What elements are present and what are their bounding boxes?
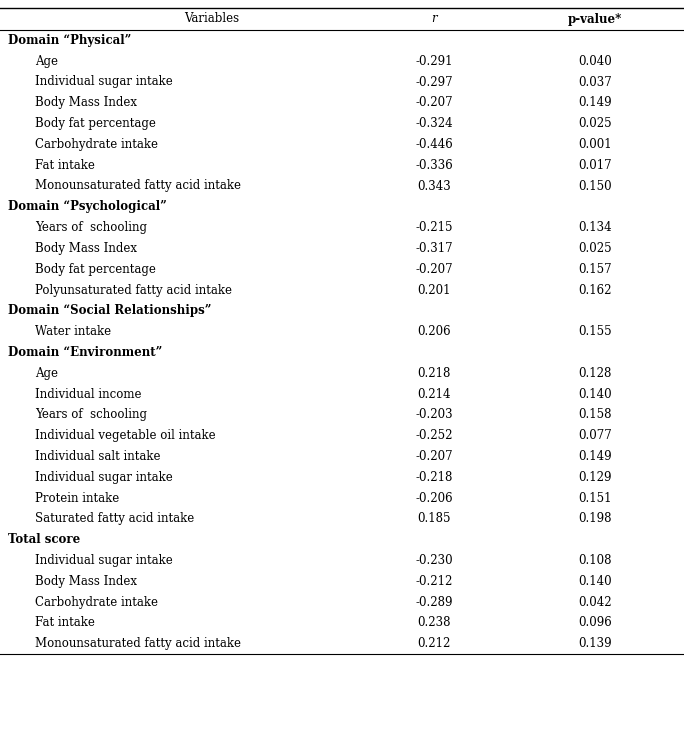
Text: Body Mass Index: Body Mass Index [35,575,137,587]
Text: Individual salt intake: Individual salt intake [35,450,161,463]
Text: 0.139: 0.139 [578,637,612,650]
Text: Monounsaturated fatty acid intake: Monounsaturated fatty acid intake [35,180,241,192]
Text: -0.317: -0.317 [415,242,453,255]
Text: 0.134: 0.134 [578,221,612,234]
Text: 0.017: 0.017 [578,158,612,172]
Text: Years of  schooling: Years of schooling [35,221,147,234]
Text: 0.128: 0.128 [579,367,611,380]
Text: Protein intake: Protein intake [35,492,119,505]
Text: 0.206: 0.206 [417,325,451,338]
Text: Years of  schooling: Years of schooling [35,408,147,422]
Text: Carbohydrate intake: Carbohydrate intake [35,138,158,151]
Text: 0.343: 0.343 [417,180,451,192]
Text: -0.252: -0.252 [416,429,453,442]
Text: Individual income: Individual income [35,388,142,400]
Text: 0.025: 0.025 [578,117,612,130]
Text: 0.077: 0.077 [578,429,612,442]
Text: 0.108: 0.108 [579,554,611,567]
Text: Individual vegetable oil intake: Individual vegetable oil intake [35,429,215,442]
Text: Saturated fatty acid intake: Saturated fatty acid intake [35,512,194,525]
Text: Monounsaturated fatty acid intake: Monounsaturated fatty acid intake [35,637,241,650]
Text: Body fat percentage: Body fat percentage [35,117,156,130]
Text: 0.149: 0.149 [578,97,612,109]
Text: -0.215: -0.215 [416,221,453,234]
Text: 0.157: 0.157 [578,262,612,276]
Text: -0.207: -0.207 [415,262,453,276]
Text: -0.207: -0.207 [415,97,453,109]
Text: Body Mass Index: Body Mass Index [35,97,137,109]
Text: 0.096: 0.096 [578,616,612,629]
Text: Body fat percentage: Body fat percentage [35,262,156,276]
Text: -0.446: -0.446 [415,138,453,151]
Text: 0.201: 0.201 [418,284,451,296]
Text: Variables: Variables [185,13,239,26]
Text: 0.140: 0.140 [578,575,612,587]
Text: Individual sugar intake: Individual sugar intake [35,554,173,567]
Text: -0.207: -0.207 [415,450,453,463]
Text: 0.214: 0.214 [418,388,451,400]
Text: Age: Age [35,55,58,68]
Text: p-value*: p-value* [568,13,622,26]
Text: 0.129: 0.129 [579,471,611,483]
Text: 0.042: 0.042 [578,595,612,609]
Text: -0.336: -0.336 [415,158,453,172]
Text: 0.001: 0.001 [578,138,612,151]
Text: r: r [432,13,437,26]
Text: 0.155: 0.155 [578,325,612,338]
Text: -0.230: -0.230 [415,554,453,567]
Text: Fat intake: Fat intake [35,158,95,172]
Text: -0.297: -0.297 [415,75,453,88]
Text: 0.149: 0.149 [578,450,612,463]
Text: 0.025: 0.025 [578,242,612,255]
Text: 0.037: 0.037 [578,75,612,88]
Text: -0.289: -0.289 [416,595,453,609]
Text: 0.040: 0.040 [578,55,612,68]
Text: Age: Age [35,367,58,380]
Text: Polyunsaturated fatty acid intake: Polyunsaturated fatty acid intake [35,284,232,296]
Text: Fat intake: Fat intake [35,616,95,629]
Text: Water intake: Water intake [35,325,111,338]
Text: -0.206: -0.206 [415,492,453,505]
Text: Total score: Total score [8,533,80,546]
Text: 0.151: 0.151 [579,492,611,505]
Text: 0.158: 0.158 [579,408,611,422]
Text: 0.238: 0.238 [418,616,451,629]
Text: 0.218: 0.218 [418,367,451,380]
Text: Domain “Social Relationships”: Domain “Social Relationships” [8,304,211,318]
Text: Carbohydrate intake: Carbohydrate intake [35,595,158,609]
Text: 0.198: 0.198 [579,512,611,525]
Text: Domain “Physical”: Domain “Physical” [8,34,131,47]
Text: 0.212: 0.212 [418,637,451,650]
Text: 0.185: 0.185 [418,512,451,525]
Text: 0.140: 0.140 [578,388,612,400]
Text: Body Mass Index: Body Mass Index [35,242,137,255]
Text: Individual sugar intake: Individual sugar intake [35,75,173,88]
Text: -0.218: -0.218 [416,471,453,483]
Text: -0.212: -0.212 [416,575,453,587]
Text: 0.162: 0.162 [579,284,611,296]
Text: -0.324: -0.324 [415,117,453,130]
Text: Domain “Environment”: Domain “Environment” [8,346,162,359]
Text: Individual sugar intake: Individual sugar intake [35,471,173,483]
Text: -0.203: -0.203 [415,408,453,422]
Text: Domain “Psychological”: Domain “Psychological” [8,200,167,213]
Text: -0.291: -0.291 [416,55,453,68]
Text: 0.150: 0.150 [578,180,612,192]
